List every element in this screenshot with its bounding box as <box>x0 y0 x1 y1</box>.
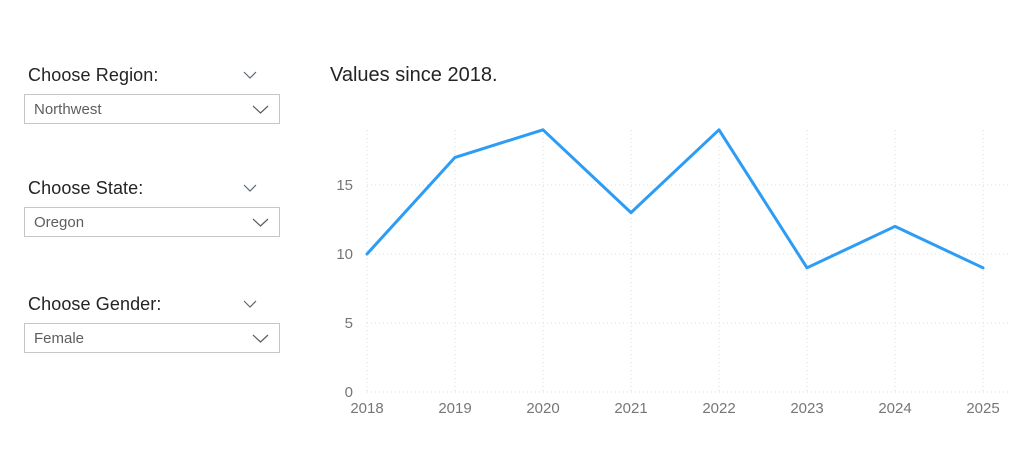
region-dropdown[interactable]: Northwest <box>24 94 280 124</box>
state-dropdown[interactable]: Oregon <box>24 207 280 237</box>
y-axis-label: 0 <box>345 384 353 401</box>
chevron-down-icon <box>252 105 269 114</box>
chevron-down-icon[interactable] <box>243 71 257 79</box>
chevron-down-icon <box>252 334 269 343</box>
slicer-state-label: Choose State: <box>28 177 144 198</box>
x-axis-label: 2025 <box>966 400 999 417</box>
slicer-state-header: Choose State: <box>28 176 261 200</box>
line-chart[interactable]: 0 5 10 15 2018 2019 2020 2021 2022 2023 2024 2025 <box>330 100 1024 430</box>
slicer-region-header: Choose Region: <box>28 63 261 87</box>
gender-dropdown-value: Female <box>34 329 85 347</box>
x-axis-label: 2021 <box>614 400 647 417</box>
state-dropdown-value: Oregon <box>34 213 85 231</box>
y-axis-label: 15 <box>336 177 353 194</box>
y-axis-label: 10 <box>336 246 353 263</box>
region-dropdown-value: Northwest <box>34 100 102 118</box>
gender-dropdown[interactable]: Female <box>24 323 280 353</box>
x-axis-label: 2024 <box>878 400 911 417</box>
x-axis-label: 2023 <box>790 400 823 417</box>
x-axis-label: 2018 <box>350 400 383 417</box>
y-axis-label: 5 <box>345 315 353 332</box>
value-line <box>365 128 985 270</box>
chevron-down-icon[interactable] <box>243 300 257 308</box>
chevron-down-icon <box>252 218 269 227</box>
slicer-region-label: Choose Region: <box>28 64 159 85</box>
x-axis-label: 2020 <box>526 400 559 417</box>
chart-title: Values since 2018. <box>330 64 498 86</box>
x-axis-label: 2019 <box>438 400 471 417</box>
x-axis-label: 2022 <box>702 400 735 417</box>
slicer-gender-header: Choose Gender: <box>28 292 261 316</box>
slicer-gender-label: Choose Gender: <box>28 293 162 314</box>
chevron-down-icon[interactable] <box>243 184 257 192</box>
